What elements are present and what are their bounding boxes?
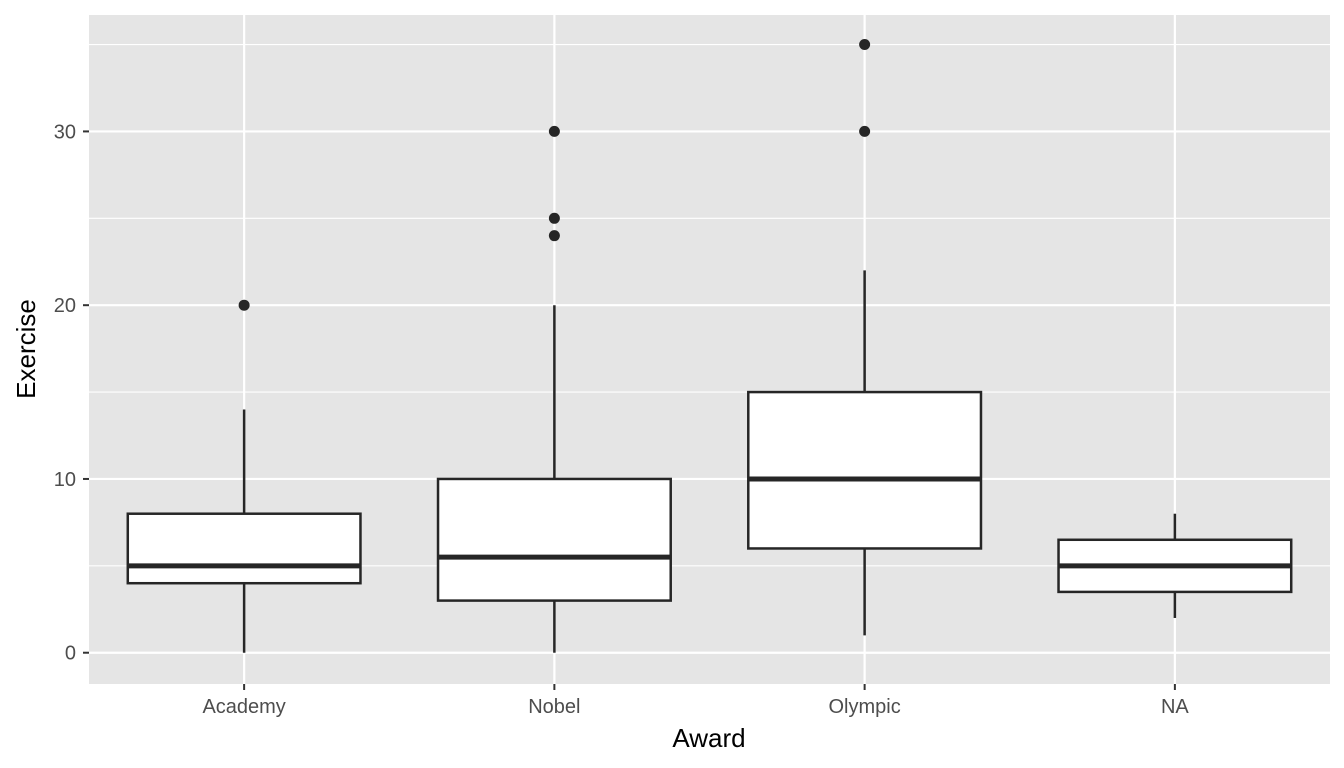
outlier-point [548, 212, 560, 224]
box-iqr [126, 512, 362, 585]
x-tick-label: NA [1161, 696, 1189, 718]
box-academy [126, 299, 362, 653]
box-nobel [436, 125, 672, 653]
y-axis: 0 10 20 30 [54, 121, 89, 665]
y-tick-label: 30 [54, 121, 76, 143]
outlier-point [859, 125, 871, 137]
outlier-point [859, 39, 871, 51]
x-axis-title: Award [672, 723, 745, 753]
y-tick-label: 20 [54, 295, 76, 317]
box-iqr [436, 477, 672, 602]
x-tick-label: Olympic [829, 696, 901, 718]
outlier-point [548, 230, 560, 242]
box-na [1057, 513, 1293, 618]
y-axis-title: Exercise [11, 299, 41, 399]
box-series [126, 39, 1293, 653]
box-iqr [747, 390, 983, 550]
outlier-point [548, 125, 560, 137]
outlier-point [238, 299, 250, 311]
x-tick-label: Academy [202, 696, 285, 718]
x-tick-label: Nobel [528, 696, 580, 718]
y-tick-label: 10 [54, 469, 76, 491]
x-axis: Academy Nobel Olympic NA [202, 684, 1189, 718]
box-olympic [747, 39, 983, 636]
y-tick-label: 0 [65, 643, 76, 665]
